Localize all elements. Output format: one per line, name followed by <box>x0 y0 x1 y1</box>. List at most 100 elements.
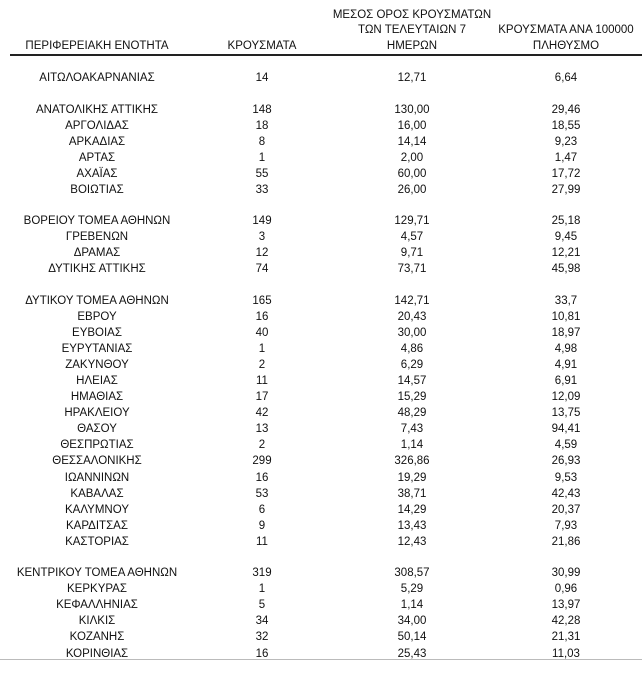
cell-avg7: 142,71 <box>394 295 430 308</box>
cell-per100k: 42,28 <box>551 615 581 628</box>
cell-per100k: 6,91 <box>554 375 578 388</box>
table-row: ΑΡΚΑΔΙΑΣ 8 14,14 9,23 <box>0 134 642 150</box>
header-cases: ΚΡΟΥΣΜΑΤΑ <box>227 39 297 52</box>
cell-cases: 16 <box>255 647 269 660</box>
cell-avg7: 50,14 <box>397 631 427 644</box>
table-row: ΕΥΒΟΙΑΣ 40 30,00 18,97 <box>0 325 642 341</box>
cell-per100k: 27,99 <box>551 183 581 196</box>
cell-per100k: 30,99 <box>551 567 581 580</box>
cell-avg7: 25,43 <box>397 647 427 660</box>
table-row: ΚΟΡΙΝΘΙΑΣ 16 25,43 11,03 <box>0 646 642 662</box>
table-row: ΒΟΡΕΙΟΥ ΤΟΜΕΑ ΑΘΗΝΩΝ 149 129,71 25,18 <box>0 213 642 229</box>
table-row: ΚΑΣΤΟΡΙΑΣ 11 12,43 21,86 <box>0 534 642 550</box>
cell-region: ΚΕΡΚΥΡΑΣ <box>67 583 127 596</box>
header-region: ΠΕΡΙΦΕΡΕΙΑΚΗ ΕΝΟΤΗΤΑ <box>25 39 169 52</box>
table-header: ΠΕΡΙΦΕΡΕΙΑΚΗ ΕΝΟΤΗΤΑ ΚΡΟΥΣΜΑΤΑ ΜΕΣΟΣ ΟΡΟ… <box>0 8 642 54</box>
cell-cases: 40 <box>255 327 269 340</box>
cell-per100k: 9,53 <box>554 471 578 484</box>
cell-region: ΕΒΡΟΥ <box>77 311 117 324</box>
row-group: ΑΝΑΤΟΛΙΚΗΣ ΑΤΤΙΚΗΣ 148 130,00 29,46 ΑΡΓΟΛΙΔΑ… <box>0 102 642 198</box>
table-row: ΔΥΤΙΚΟΥ ΤΟΜΕΑ ΑΘΗΝΩΝ 165 142,71 33,7 <box>0 293 642 309</box>
table-row: ΚΑΛΥΜΝΟΥ 6 14,29 20,37 <box>0 502 642 518</box>
cell-avg7: 129,71 <box>394 215 430 228</box>
table-row: ΚΕΝΤΡΙΚΟΥ ΤΟΜΕΑ ΑΘΗΝΩΝ 319 308,57 30,99 <box>0 565 642 581</box>
table-row: ΑΡΤΑΣ 1 2,00 1,47 <box>0 150 642 166</box>
table-row: ΑΧΑΪΑΣ 55 60,00 17,72 <box>0 166 642 182</box>
table-row: ΚΑΒΑΛΑΣ 53 38,71 42,43 <box>0 486 642 502</box>
cell-per100k: 9,23 <box>554 135 578 148</box>
cell-region: ΘΕΣΠΡΩΤΙΑΣ <box>60 439 134 452</box>
header-avg7-line1: ΜΕΣΟΣ ΟΡΟΣ ΚΡΟΥΣΜΑΤΩΝ <box>332 8 492 21</box>
row-group: ΔΥΤΙΚΟΥ ΤΟΜΕΑ ΑΘΗΝΩΝ 165 142,71 33,7 ΕΒΡΟΥ 16… <box>0 293 642 550</box>
table-row: ΖΑΚΥΝΘΟΥ 2 6,29 4,91 <box>0 357 642 373</box>
cell-region: ΔΡΑΜΑΣ <box>73 247 121 260</box>
cell-per100k: 4,59 <box>554 439 578 452</box>
cell-cases: 16 <box>255 311 269 324</box>
cell-cases: 12 <box>255 247 269 260</box>
cell-region: ΑΡΤΑΣ <box>78 151 116 164</box>
cell-region: ΔΥΤΙΚΟΥ ΤΟΜΕΑ ΑΘΗΝΩΝ <box>25 295 169 308</box>
cell-cases: 33 <box>255 183 269 196</box>
cell-avg7: 20,43 <box>397 311 427 324</box>
cell-cases: 165 <box>252 295 272 308</box>
cell-per100k: 13,75 <box>551 407 581 420</box>
cell-avg7: 4,86 <box>400 343 424 356</box>
cell-cases: 9 <box>258 519 266 532</box>
cell-cases: 149 <box>252 215 272 228</box>
cell-per100k: 1,47 <box>554 151 578 164</box>
cell-avg7: 15,29 <box>397 391 427 404</box>
table-row: ΚΑΡΔΙΤΣΑΣ 9 13,43 7,93 <box>0 518 642 534</box>
cell-cases: 148 <box>252 103 272 116</box>
table-row: ΓΡΕΒΕΝΩΝ 3 4,57 9,45 <box>0 229 642 245</box>
cell-cases: 1 <box>258 343 266 356</box>
cell-cases: 6 <box>258 503 266 516</box>
cell-per100k: 10,81 <box>551 311 581 324</box>
cell-region: ΘΕΣΣΑΛΟΝΙΚΗΣ <box>52 455 142 468</box>
cell-per100k: 12,21 <box>551 247 581 260</box>
cell-per100k: 4,98 <box>554 343 578 356</box>
cell-avg7: 1,14 <box>400 439 424 452</box>
cell-cases: 32 <box>255 631 269 644</box>
cell-region: ΓΡΕΒΕΝΩΝ <box>65 231 129 244</box>
cell-per100k: 33,7 <box>554 295 578 308</box>
cell-region: ΚΙΛΚΙΣ <box>78 615 116 628</box>
row-group: ΒΟΡΕΙΟΥ ΤΟΜΕΑ ΑΘΗΝΩΝ 149 129,71 25,18 ΓΡΕΒΕΝ… <box>0 213 642 277</box>
header-avg7-line2: ΤΩΝ ΤΕΛΕΥΤΑΙΩΝ 7 <box>358 24 466 36</box>
header-per100k-line2: ΠΛΗΘΥΣΜΟ <box>532 39 600 52</box>
cell-avg7: 19,29 <box>397 471 427 484</box>
cell-cases: 14 <box>255 72 269 84</box>
cell-cases: 11 <box>256 375 268 388</box>
cell-avg7: 4,57 <box>400 231 424 244</box>
cell-region: ΔΥΤΙΚΗΣ ΑΤΤΙΚΗΣ <box>48 263 146 276</box>
cell-per100k: 21,31 <box>551 631 581 644</box>
cell-per100k: 17,72 <box>551 167 581 180</box>
cell-avg7: 14,14 <box>397 135 427 148</box>
header-avg7: ΜΕΣΟΣ ΟΡΟΣ ΚΡΟΥΣΜΑΤΩΝ ΤΩΝ ΤΕΛΕΥΤΑΙΩΝ 7 Η… <box>330 8 494 55</box>
cell-region: ΗΜΑΘΙΑΣ <box>70 391 124 404</box>
cell-cases: 1 <box>258 151 266 164</box>
table-body: ΑΙΤΩΛΟΑΚΑΡΝΑΝΙΑΣ 14 12,71 6,64 ΑΝΑΤΟΛΙΚΗΣ ΑΤ… <box>0 70 642 677</box>
cell-per100k: 13,97 <box>551 599 581 612</box>
table-row: ΑΝΑΤΟΛΙΚΗΣ ΑΤΤΙΚΗΣ 148 130,00 29,46 <box>0 102 642 118</box>
cell-region: ΚΟΖΑΝΗΣ <box>69 631 125 644</box>
cell-per100k: 25,18 <box>551 215 581 228</box>
cell-region: ΚΕΦΑΛΛΗΝΙΑΣ <box>56 599 138 612</box>
cell-cases: 53 <box>255 487 269 500</box>
header-divider <box>10 54 642 56</box>
cell-cases: 2 <box>258 359 266 372</box>
table-row: ΘΕΣΠΡΩΤΙΑΣ 2 1,14 4,59 <box>0 437 642 453</box>
cell-region: ΑΡΓΟΛΙΔΑΣ <box>65 119 129 132</box>
cell-avg7: 60,00 <box>397 167 427 180</box>
cell-per100k: 21,86 <box>551 535 581 548</box>
cell-region: ΙΩΑΝΝΙΝΩΝ <box>64 471 130 484</box>
table-row: ΚΟΖΑΝΗΣ 32 50,14 21,31 <box>0 629 642 645</box>
cell-avg7: 26,00 <box>397 183 427 196</box>
cell-avg7: 1,14 <box>400 599 424 612</box>
cell-avg7: 7,43 <box>400 423 424 436</box>
cell-region: ΘΑΣΟΥ <box>77 423 117 436</box>
cell-region: ΑΡΚΑΔΙΑΣ <box>68 135 126 148</box>
table-row: ΚΙΛΚΙΣ 34 34,00 42,28 <box>0 613 642 629</box>
table-row: ΒΟΙΩΤΙΑΣ 33 26,00 27,99 <box>0 182 642 198</box>
cell-per100k: 4,91 <box>554 359 578 372</box>
cell-per100k: 7,93 <box>554 519 578 532</box>
